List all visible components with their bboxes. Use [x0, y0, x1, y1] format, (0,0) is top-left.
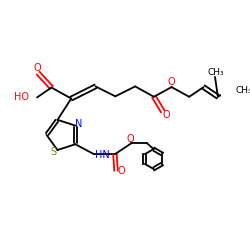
Text: CH₃: CH₃ — [235, 86, 250, 95]
Text: O: O — [162, 110, 170, 120]
Text: CH₃: CH₃ — [208, 68, 224, 76]
Text: O: O — [33, 63, 41, 73]
Text: S: S — [50, 147, 56, 157]
Text: HO: HO — [14, 92, 29, 102]
Text: O: O — [117, 166, 125, 176]
Text: HN: HN — [95, 150, 110, 160]
Text: N: N — [75, 119, 82, 129]
Text: O: O — [126, 134, 134, 144]
Text: O: O — [167, 77, 175, 87]
